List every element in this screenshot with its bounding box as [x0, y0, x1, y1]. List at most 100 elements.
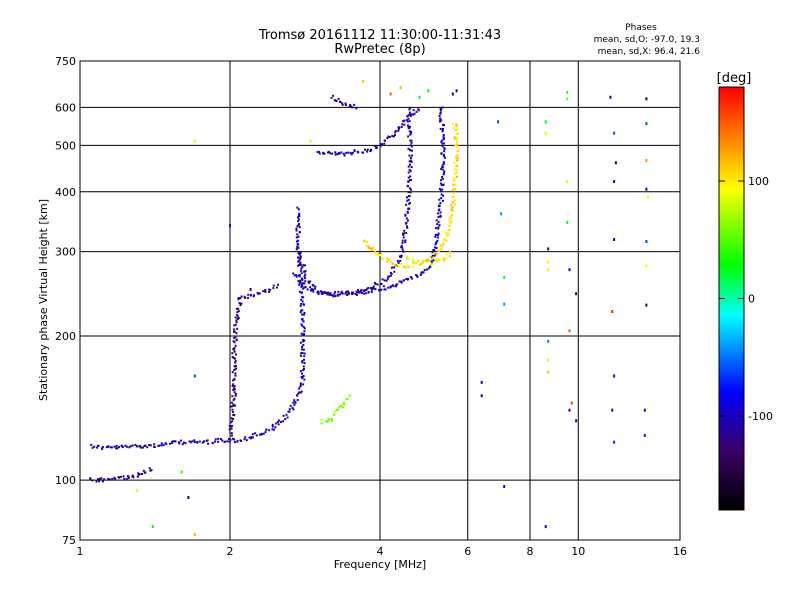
trace-point [301, 266, 304, 268]
trace-point [449, 222, 452, 225]
trace-point [287, 410, 290, 413]
trace-point [302, 383, 305, 386]
trace-point [447, 232, 450, 235]
trace-point [452, 178, 455, 181]
trace-point [320, 292, 323, 295]
trace-point [301, 291, 303, 294]
scatter-point [500, 212, 503, 216]
legend-heading: Phases [625, 23, 657, 33]
trace-point [407, 126, 410, 129]
trace-point [236, 440, 239, 443]
trace-point [217, 440, 220, 443]
trace-point [400, 254, 403, 257]
trace-point [453, 161, 456, 164]
trace-point [329, 152, 332, 155]
trace-point [295, 229, 298, 232]
trace-point [347, 151, 350, 154]
trace-point [189, 441, 192, 444]
trace-point [234, 344, 237, 347]
trace-point [441, 245, 443, 248]
trace-point [295, 248, 298, 251]
trace-point [234, 367, 237, 370]
trace-point [136, 445, 139, 448]
trace-point [351, 106, 354, 109]
trace-point [344, 102, 347, 105]
trace-point [234, 441, 236, 444]
trace-point [310, 289, 313, 291]
trace-point [272, 284, 275, 287]
trace-point [441, 177, 444, 180]
trace-point [317, 293, 320, 296]
chart-subtitle: RwPretec (8p) [334, 42, 425, 57]
scatter-point [566, 180, 569, 184]
trace-point [237, 297, 240, 299]
trace-point [411, 154, 413, 157]
trace-point [285, 413, 288, 416]
trace-point [236, 327, 239, 330]
trace-point [334, 151, 337, 154]
trace-point [233, 347, 236, 350]
trace-point [455, 165, 458, 168]
trace-point [438, 188, 441, 190]
trace-point [234, 374, 237, 377]
scatter-point [645, 122, 648, 126]
trace-point [397, 128, 400, 130]
trace-point [327, 151, 329, 154]
trace-point [409, 191, 412, 194]
trace-point [409, 133, 412, 136]
trace-point [445, 257, 448, 260]
trace-point [368, 246, 371, 249]
trace-point [296, 206, 299, 209]
scatter-point [451, 92, 454, 96]
trace-point [231, 384, 234, 387]
trace-point [408, 125, 411, 128]
trace-point [258, 433, 261, 436]
trace-point [409, 170, 412, 173]
trace-point [226, 440, 229, 443]
trace-point [452, 209, 455, 212]
trace-point [431, 262, 434, 265]
trace-point [391, 135, 394, 137]
trace-point [353, 103, 356, 106]
trace-point [399, 259, 402, 262]
trace-point [312, 290, 315, 293]
trace-point [332, 94, 335, 97]
trace-point [300, 318, 303, 321]
trace-point [235, 313, 238, 316]
trace-point [295, 275, 298, 278]
trace-point [100, 477, 103, 480]
trace-point [442, 173, 445, 176]
scatter-point [645, 240, 648, 243]
trace-point [372, 285, 375, 288]
trace-point [366, 150, 369, 153]
trace-point [385, 279, 388, 282]
trace-point [144, 471, 147, 474]
trace-point [453, 177, 456, 180]
trace-point [234, 372, 237, 375]
trace-point [407, 171, 410, 174]
trace-point [91, 446, 94, 449]
trace-point [318, 152, 321, 155]
trace-point [234, 392, 237, 395]
trace-point [334, 99, 337, 102]
trace-point [296, 399, 299, 401]
trace-point [439, 211, 442, 214]
trace-point [406, 196, 408, 199]
trace-point [299, 311, 302, 314]
trace-point [410, 276, 413, 279]
trace-point [435, 241, 438, 244]
trace-point [272, 287, 275, 290]
trace-point [129, 445, 132, 448]
trace-point [410, 166, 413, 168]
trace-point [247, 293, 250, 296]
trace-point [402, 236, 405, 239]
trace-point [343, 154, 346, 157]
trace-point [401, 123, 404, 126]
trace-point [378, 254, 381, 257]
trace-point [420, 262, 423, 265]
x-tick-labels: 1 2 4 6 8 10 16 [77, 545, 688, 558]
trace-point [304, 273, 307, 276]
trace-point [327, 420, 330, 423]
x-tick-label: 4 [377, 545, 384, 558]
trace-point [402, 120, 405, 123]
